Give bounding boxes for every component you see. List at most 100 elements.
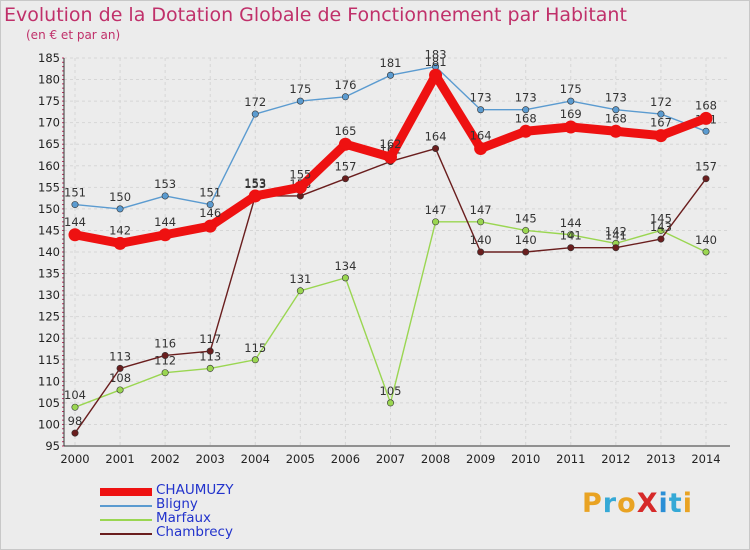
data-point-marfaux [386,399,394,407]
legend-swatch [100,505,152,507]
data-point-bligny [71,201,79,209]
data-label-chambrecy: 143 [650,220,672,234]
data-label-chaumuzy: 167 [650,116,672,130]
data-point-chaumuzy [293,180,307,194]
data-point-chambrecy [657,235,665,243]
y-tick-label: 130 [38,288,60,302]
data-point-chambrecy [702,175,710,183]
data-point-chambrecy [567,244,575,252]
data-point-marfaux [71,403,79,411]
data-label-bligny: 176 [334,78,356,92]
data-point-bligny [567,97,575,105]
data-label-bligny: 175 [289,82,311,96]
data-point-marfaux [432,218,440,226]
x-tick-label: 2002 [151,452,180,466]
data-point-chambrecy [522,248,530,256]
data-label-chambrecy: 117 [199,332,221,346]
data-point-bligny [116,205,124,213]
x-tick-label: 2013 [646,452,675,466]
data-label-chaumuzy: 162 [380,137,402,151]
y-tick-label: 120 [38,331,60,345]
proxiti-logo: ProXiti [582,488,693,519]
x-tick-label: 2000 [60,452,89,466]
data-point-bligny [657,110,665,118]
data-point-bligny [522,106,530,114]
data-label-marfaux: 147 [470,203,492,217]
data-point-bligny [296,97,304,105]
data-point-chaumuzy [113,236,127,250]
data-point-marfaux [567,231,575,239]
data-label-chambrecy: 141 [605,229,627,243]
data-point-bligny [251,110,259,118]
data-point-chaumuzy [203,219,217,233]
x-tick-label: 2005 [286,452,315,466]
data-label-bligny: 172 [650,95,672,109]
legend-label: Bligny [156,496,198,512]
legend-swatch [100,519,152,521]
data-label-marfaux: 142 [605,224,627,238]
data-label-chaumuzy: 155 [289,167,311,181]
data-label-marfaux: 113 [199,349,221,363]
logo-letter: P [582,488,603,519]
data-label-marfaux: 104 [64,388,86,402]
data-point-chambrecy [116,364,124,372]
x-tick-label: 2001 [105,452,134,466]
data-point-chaumuzy [699,111,713,125]
data-label-bligny: 183 [425,48,447,62]
data-point-chambrecy [432,145,440,153]
x-tick-label: 2003 [196,452,225,466]
data-label-chaumuzy: 168 [515,111,537,125]
logo-letter: r [602,488,618,519]
data-point-chaumuzy [609,124,623,138]
y-tick-label: 105 [38,396,60,410]
y-tick-label: 175 [38,94,60,108]
data-point-chaumuzy [338,137,352,151]
x-tick-label: 2006 [331,452,360,466]
data-label-marfaux: 140 [695,233,717,247]
data-label-bligny: 150 [109,190,131,204]
data-label-bligny: 173 [605,91,627,105]
data-point-chaumuzy [474,142,488,156]
data-point-chambrecy [477,248,485,256]
data-label-chaumuzy: 168 [605,111,627,125]
data-point-bligny [341,93,349,101]
data-label-chaumuzy: 144 [64,215,86,229]
data-point-chambrecy [71,429,79,437]
data-point-bligny [702,127,710,135]
y-tick-label: 180 [38,73,60,87]
data-label-marfaux: 115 [244,341,266,355]
data-label-chambrecy: 116 [154,336,176,350]
x-tick-label: 2014 [691,452,720,466]
x-tick-label: 2009 [466,452,495,466]
legend-swatch [100,488,152,496]
legend-label: Marfaux [156,510,212,526]
data-point-chambrecy [341,175,349,183]
x-tick-label: 2008 [421,452,450,466]
x-tick-label: 2004 [241,452,270,466]
x-tick-label: 2011 [556,452,585,466]
data-point-chaumuzy [158,228,172,242]
y-tick-label: 140 [38,245,60,259]
data-label-bligny: 175 [560,82,582,96]
data-label-bligny: 172 [244,95,266,109]
y-tick-label: 145 [38,223,60,237]
data-point-bligny [161,192,169,200]
data-label-marfaux: 131 [289,272,311,286]
y-tick-label: 170 [38,116,60,130]
data-label-chaumuzy: 153 [244,176,266,190]
data-point-marfaux [477,218,485,226]
logo-letter: t [668,488,683,519]
data-label-chaumuzy: 181 [425,55,447,69]
data-label-chaumuzy: 164 [470,129,492,143]
data-point-chaumuzy [68,228,82,242]
data-point-marfaux [251,356,259,364]
data-point-chambrecy [206,347,214,355]
data-point-chambrecy [161,351,169,359]
data-label-bligny: 173 [470,91,492,105]
data-label-chambrecy: 140 [515,233,537,247]
y-tick-label: 95 [45,439,60,453]
data-label-chambrecy: 157 [334,160,356,174]
data-point-marfaux [702,248,710,256]
y-tick-label: 165 [38,137,60,151]
x-tick-label: 2010 [511,452,540,466]
